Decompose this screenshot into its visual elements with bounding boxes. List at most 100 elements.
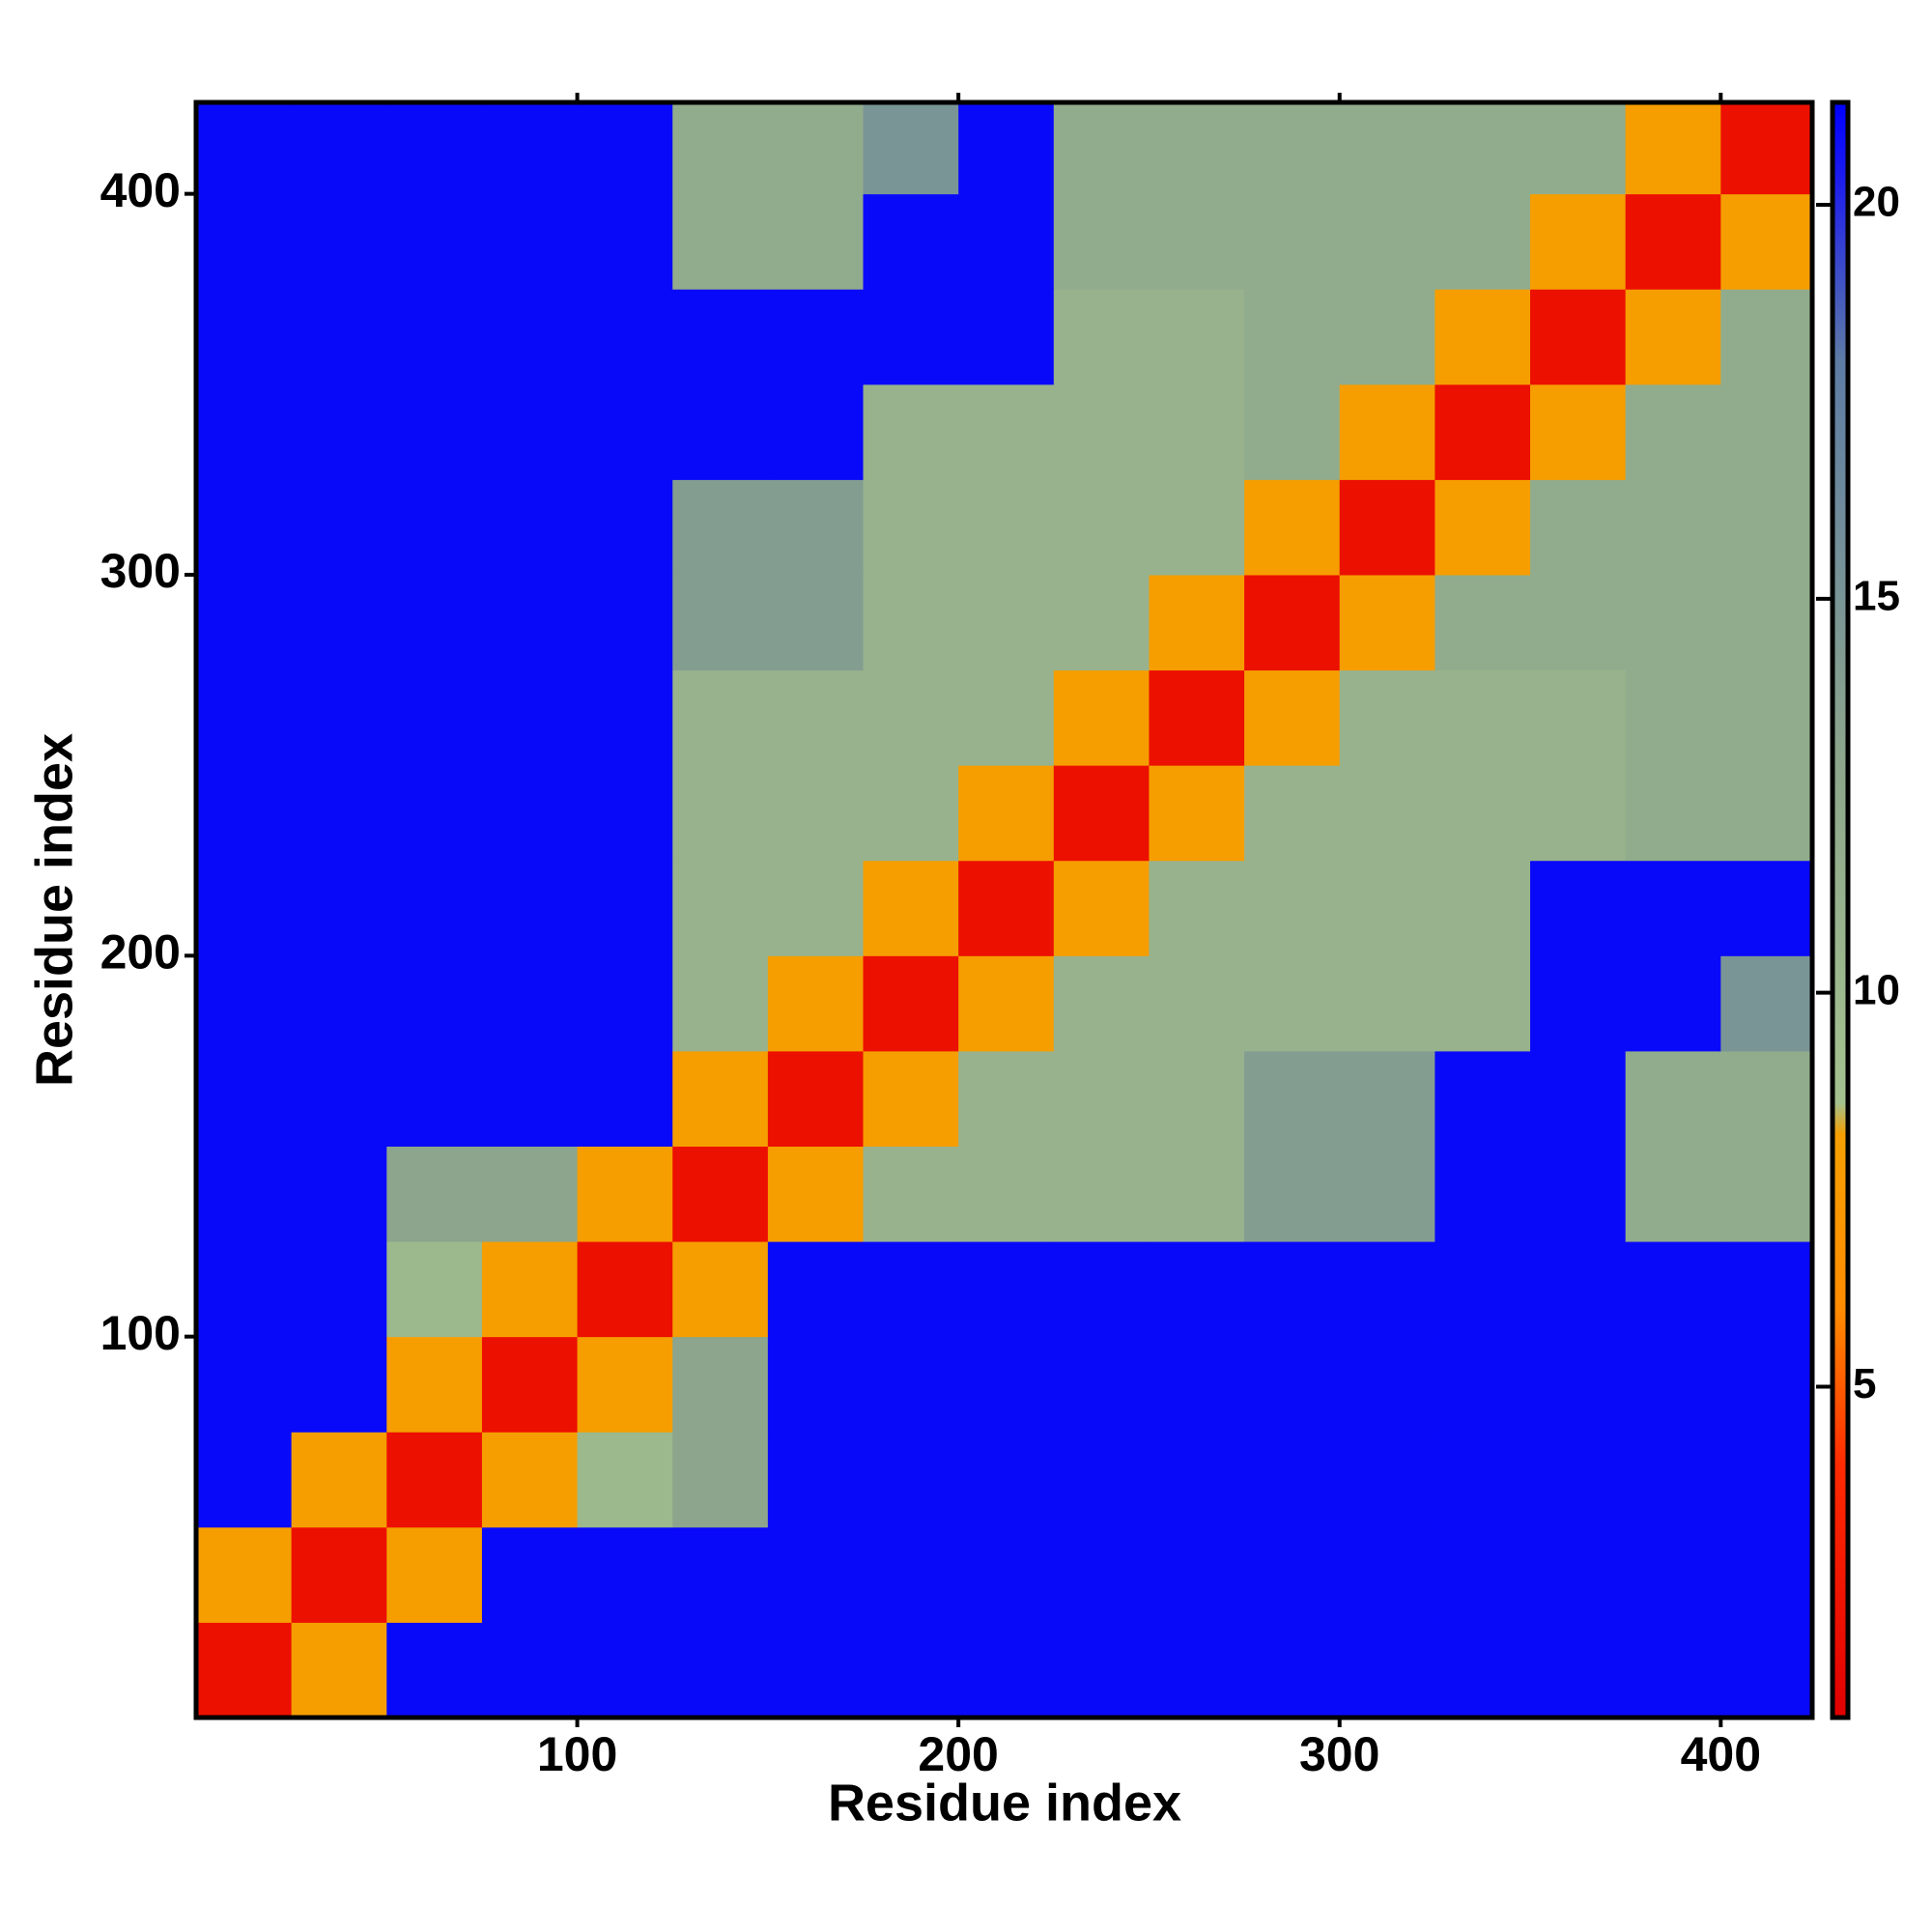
heatmap-cell: [291, 574, 387, 671]
heatmap-cell: [958, 1622, 1055, 1718]
colorbar-tick-label: 5: [1853, 1360, 1876, 1407]
heatmap-cell: [291, 955, 387, 1052]
heatmap-cell: [386, 860, 483, 956]
heatmap-cell: [291, 1336, 387, 1433]
heatmap-cell: [481, 1146, 579, 1242]
heatmap-cell: [1149, 1432, 1245, 1528]
heatmap-cell: [291, 669, 387, 766]
heatmap-cell: [1053, 574, 1150, 671]
heatmap-cell: [1530, 1050, 1627, 1147]
heatmap-cell: [1720, 1241, 1812, 1338]
heatmap-cell: [767, 1432, 865, 1528]
heatmap-cell: [577, 102, 673, 195]
y-tick-label: 100: [100, 1306, 181, 1360]
heatmap-cell: [1339, 860, 1435, 956]
heatmap-cell: [577, 1146, 673, 1242]
heatmap-cell: [1053, 1241, 1150, 1338]
y-tick-label: 300: [100, 544, 181, 598]
heatmap-cell: [1339, 384, 1435, 480]
colorbar-tick-label: 10: [1853, 966, 1900, 1013]
heatmap-cell: [958, 289, 1055, 385]
heatmap-cell: [767, 574, 865, 671]
heatmap-cell: [1149, 1050, 1245, 1147]
heatmap-cell: [1244, 479, 1341, 576]
heatmap-cell: [1339, 289, 1435, 385]
heatmap-cell: [1720, 1526, 1812, 1623]
heatmap-cell: [1530, 384, 1627, 480]
heatmap-cell: [291, 1146, 387, 1242]
heatmap-cell: [672, 765, 769, 862]
heatmap-cell: [1625, 1432, 1721, 1528]
heatmap-cell: [1625, 765, 1721, 862]
heatmap-cell: [1435, 1622, 1531, 1718]
heatmap-cell: [767, 289, 865, 385]
heatmap-cell: [1149, 1622, 1245, 1718]
heatmap-cell: [1339, 479, 1435, 576]
heatmap-cell: [481, 765, 579, 862]
heatmap-cell: [1053, 1050, 1150, 1147]
heatmap-cell: [672, 102, 769, 195]
heatmap-cell: [291, 1050, 387, 1147]
heatmap-cell: [1435, 1526, 1531, 1623]
heatmap-cell: [577, 1622, 673, 1718]
heatmap-cell: [1244, 669, 1341, 766]
heatmap-cell: [1720, 193, 1812, 290]
heatmap-cell: [767, 669, 865, 766]
heatmap-cell: [1435, 860, 1531, 956]
heatmap-cell: [1149, 384, 1245, 480]
heatmap-cell: [386, 1336, 483, 1433]
heatmap-cell: [1053, 1526, 1150, 1623]
heatmap-cell: [1435, 384, 1531, 480]
heatmap-cell: [863, 669, 959, 766]
heatmap-cell: [577, 669, 673, 766]
heatmap-cell: [577, 765, 673, 862]
heatmap-cell: [291, 1241, 387, 1338]
heatmap-cell: [1339, 1622, 1435, 1718]
heatmap-cell: [386, 289, 483, 385]
heatmap-cell: [1625, 1336, 1721, 1433]
heatmap-cell: [1244, 1241, 1341, 1338]
x-axis-title: Residue index: [828, 1774, 1181, 1832]
heatmap-cell: [1435, 1050, 1531, 1147]
heatmap-cell: [767, 1241, 865, 1338]
heatmap-cell: [767, 1526, 865, 1623]
heatmap-cell: [291, 860, 387, 956]
heatmap-cell: [577, 860, 673, 956]
heatmap-cell: [958, 955, 1055, 1052]
heatmap-cell: [767, 860, 865, 956]
heatmap-cell: [386, 193, 483, 290]
heatmap-cell: [672, 479, 769, 576]
heatmap-cell: [291, 765, 387, 862]
heatmap-cell: [1053, 860, 1150, 956]
heatmap-cell: [481, 955, 579, 1052]
heatmap-cell: [863, 955, 959, 1052]
heatmap-cell: [767, 1146, 865, 1242]
heatmap-cell: [1244, 289, 1341, 385]
heatmap-cell: [863, 1526, 959, 1623]
heatmap-cell: [1530, 289, 1627, 385]
heatmap-cell: [1530, 1526, 1627, 1623]
heatmap-cell: [863, 1432, 959, 1528]
heatmap-cell: [1625, 289, 1721, 385]
heatmap-cell: [958, 479, 1055, 576]
plot-frame: [193, 99, 1815, 1720]
heatmap-cell: [386, 384, 483, 480]
heatmap-cell: [577, 384, 673, 480]
heatmap-cell: [1530, 102, 1627, 195]
heatmap-cell: [1530, 1146, 1627, 1242]
heatmap-cell: [1720, 574, 1812, 671]
heatmap-cell: [1435, 193, 1531, 290]
heatmap-cell: [577, 479, 673, 576]
heatmap-cell: [1149, 1336, 1245, 1433]
heatmap-cell: [958, 1146, 1055, 1242]
heatmap-cell: [291, 1432, 387, 1528]
colorbar-tick-label: 20: [1853, 179, 1900, 226]
heatmap-cell: [1625, 860, 1721, 956]
y-tick-label: 400: [100, 163, 181, 217]
heatmap-cell: [672, 955, 769, 1052]
heatmap-cell: [1625, 1622, 1721, 1718]
heatmap-cell: [1625, 669, 1721, 766]
heatmap-cell: [1053, 1622, 1150, 1718]
heatmap-cell: [958, 1526, 1055, 1623]
